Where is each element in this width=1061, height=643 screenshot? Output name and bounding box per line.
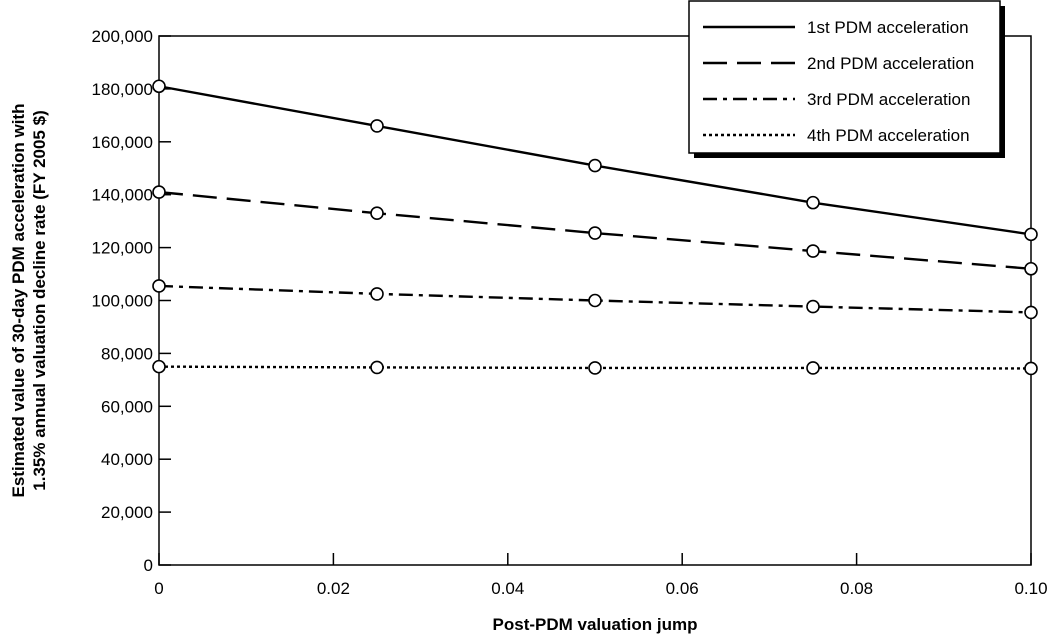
legend: 1st PDM acceleration 2nd PDM acceleration… bbox=[688, 0, 1005, 158]
data-point bbox=[806, 299, 820, 314]
y-tick-label: 120,000 bbox=[92, 239, 153, 258]
data-point bbox=[806, 244, 820, 258]
series-4 bbox=[152, 359, 1038, 376]
data-point bbox=[1024, 361, 1038, 376]
data-point bbox=[588, 293, 602, 308]
y-tick-label: 0 bbox=[144, 556, 153, 575]
data-point bbox=[1024, 305, 1038, 320]
series-line bbox=[158, 365, 1032, 370]
y-tick-label: 20,000 bbox=[101, 503, 153, 522]
data-point bbox=[152, 79, 166, 94]
x-tick-label: 0.08 bbox=[840, 579, 873, 598]
data-point bbox=[806, 361, 820, 375]
y-tick-label: 80,000 bbox=[101, 344, 153, 363]
x-tick-label: 0.02 bbox=[317, 579, 350, 598]
legend-label: 4th PDM acceleration bbox=[807, 126, 970, 145]
y-tick-label: 160,000 bbox=[92, 133, 153, 152]
data-point bbox=[152, 359, 166, 374]
data-point bbox=[370, 287, 384, 301]
data-point bbox=[588, 361, 602, 375]
series-line bbox=[158, 284, 1032, 314]
x-tick-label: 0 bbox=[154, 579, 163, 598]
data-point bbox=[1024, 261, 1038, 276]
y-tick-label: 200,000 bbox=[92, 27, 153, 46]
y-tick-label: 140,000 bbox=[92, 186, 153, 205]
series-3 bbox=[152, 279, 1038, 320]
series-1 bbox=[152, 79, 1038, 242]
data-point bbox=[806, 195, 820, 210]
legend-label: 1st PDM acceleration bbox=[807, 18, 969, 37]
x-tick-label: 0.06 bbox=[666, 579, 699, 598]
x-axis-title: Post-PDM valuation jump bbox=[493, 615, 698, 634]
y-tick-label: 40,000 bbox=[101, 450, 153, 469]
y-tick-label: 60,000 bbox=[101, 397, 153, 416]
y-tick-label: 180,000 bbox=[92, 80, 153, 99]
series-2 bbox=[152, 185, 1038, 276]
data-point bbox=[588, 226, 602, 240]
x-tick-label: 0.10 bbox=[1014, 579, 1047, 598]
y-tick-label: 100,000 bbox=[92, 292, 153, 311]
data-point bbox=[1024, 227, 1038, 242]
legend-label: 2nd PDM acceleration bbox=[807, 54, 974, 73]
y-axis-title: Estimated value of 30-day PDM accelerati… bbox=[9, 104, 49, 498]
y-axis: 0 20,000 40,000 60,000 80,000 100,000 120,000 1… bbox=[92, 27, 171, 575]
x-tick-label: 0.04 bbox=[491, 579, 524, 598]
data-point bbox=[152, 279, 166, 293]
data-point bbox=[370, 119, 384, 133]
legend-label: 3rd PDM acceleration bbox=[807, 90, 970, 109]
data-point bbox=[152, 185, 166, 199]
series-layer bbox=[152, 79, 1038, 376]
series-line bbox=[158, 190, 1032, 270]
data-point bbox=[370, 206, 384, 221]
data-point bbox=[370, 360, 384, 375]
y-axis-title-line: Estimated value of 30-day PDM accelerati… bbox=[9, 104, 28, 498]
data-point bbox=[588, 158, 602, 173]
axis-titles: Post-PDM valuation jump Estimated value o… bbox=[9, 104, 697, 634]
x-axis: 0 0.02 0.04 0.06 0.08 0.10 bbox=[154, 553, 1048, 598]
y-axis-title-line: 1.35% annual valuation decline rate (FY … bbox=[30, 110, 49, 490]
